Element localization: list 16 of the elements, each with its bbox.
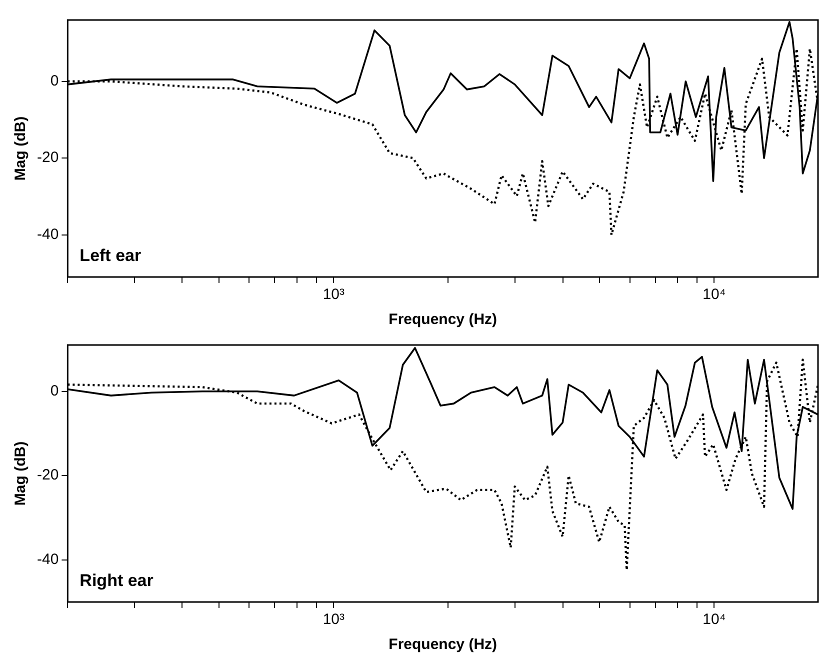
x-axis-title: Frequency (Hz) [388,311,498,328]
y-tick-label: 0 [50,72,59,90]
y-tick-label: -20 [36,466,59,484]
x-tick-label: 10³ [322,611,345,628]
x-tick-label: 10⁴ [702,611,726,628]
y-tick-label: -20 [36,149,59,166]
y-axis-title: Mag (dB) [12,116,30,181]
annotation: Left ear [80,246,142,266]
x-tick-label: 10³ [322,286,345,304]
y-tick-label: 0 [50,382,59,400]
x-axis-title: Frequency (Hz) [388,636,498,654]
x-tick-label: 10⁴ [702,286,726,304]
y-tick-label: -40 [36,226,59,243]
y-tick-label: -40 [36,551,59,568]
y-axis-title: Mag (dB) [12,441,30,506]
annotation: Right ear [80,571,154,590]
